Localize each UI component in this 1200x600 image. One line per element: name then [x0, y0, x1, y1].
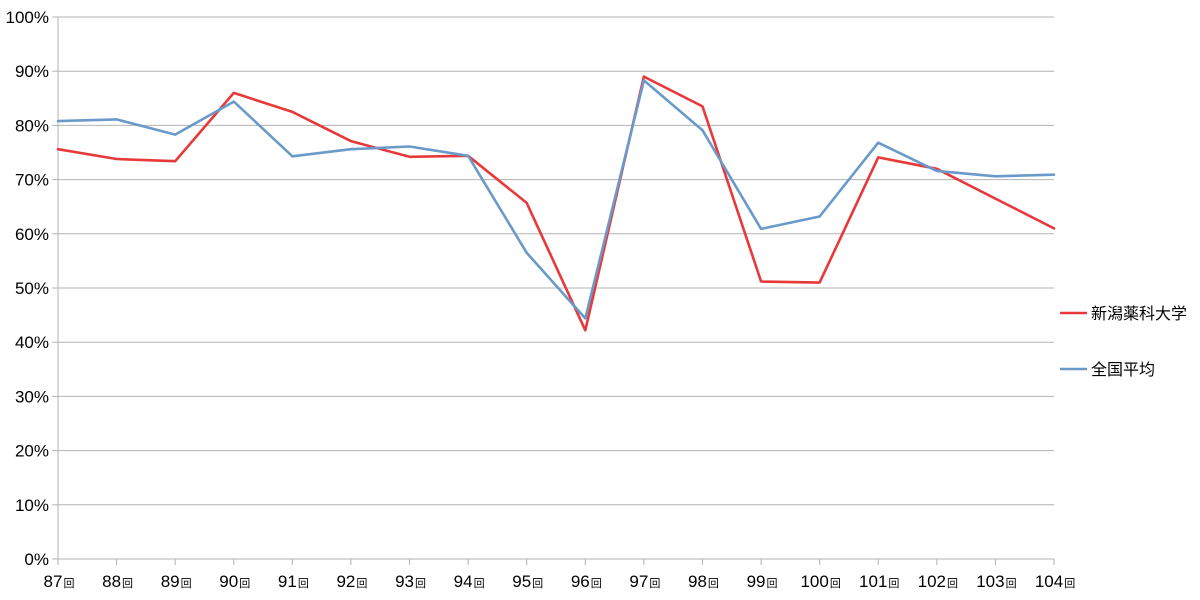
y-tick-label: 80% [15, 116, 49, 135]
x-tick-label: 91回 [278, 572, 309, 591]
x-tick-label: 87回 [44, 572, 75, 591]
y-tick-label: 90% [15, 62, 49, 81]
x-tick-label: 93回 [395, 572, 426, 591]
x-tick-label: 88回 [102, 572, 133, 591]
y-tick-label: 30% [15, 387, 49, 406]
x-tick-label: 104回 [1035, 572, 1075, 591]
x-axis-tick-labels: 87回 88回 89回 90回 91回 92回 93回 94回 95回 96回 97回 98回 99回 1… [44, 572, 1076, 591]
x-tick-label: 98回 [688, 572, 719, 591]
y-tick-label: 10% [15, 496, 49, 515]
x-tick-label: 100回 [800, 572, 840, 591]
y-tick-label: 100% [6, 8, 49, 27]
y-tick-label: 70% [15, 171, 49, 190]
x-tick-label: 92回 [336, 572, 367, 591]
legend-label: 新潟薬科大学 [1091, 304, 1187, 323]
x-tick-label: 103回 [976, 572, 1016, 591]
x-tick-label: 97回 [629, 572, 660, 591]
y-tick-label: 60% [15, 225, 49, 244]
x-tick-label: 101回 [859, 572, 899, 591]
x-tick-label: 94回 [454, 572, 485, 591]
series-line-2 [56, 79, 1056, 320]
x-tick-label: 95回 [512, 572, 543, 591]
x-tick-label: 102回 [918, 572, 958, 591]
y-tick-label: 20% [15, 442, 49, 461]
x-tick-label: 90回 [219, 572, 250, 591]
grid-lines [58, 16, 1054, 506]
y-tick-label: 50% [15, 279, 49, 298]
series-lines [56, 75, 1056, 332]
y-axis-tick-labels: 0% 10% 20% 30% 40% 50% 60% 70% 80% 90% 100% [6, 8, 49, 569]
axes [52, 16, 1055, 565]
x-tick-label: 96回 [571, 572, 602, 591]
legend-label: 全国平均 [1091, 360, 1155, 379]
y-tick-label: 0% [24, 550, 49, 569]
y-tick-label: 40% [15, 333, 49, 352]
series-line-1 [56, 75, 1056, 332]
x-tick-label: 99回 [747, 572, 778, 591]
x-tick-label: 89回 [161, 572, 192, 591]
